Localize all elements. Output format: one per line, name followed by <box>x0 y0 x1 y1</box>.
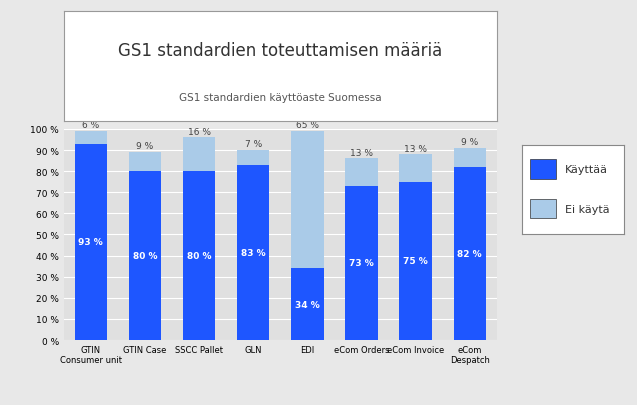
Bar <box>345 159 378 340</box>
Text: 83 %: 83 % <box>241 248 266 257</box>
Text: 13 %: 13 % <box>404 144 427 153</box>
Bar <box>75 144 107 340</box>
Text: 80 %: 80 % <box>132 252 157 260</box>
Bar <box>129 153 161 340</box>
Bar <box>183 138 215 340</box>
Text: 6 %: 6 % <box>82 121 99 130</box>
Bar <box>237 151 269 340</box>
Text: 82 %: 82 % <box>457 249 482 258</box>
Text: 16 %: 16 % <box>187 127 211 136</box>
Text: GS1 standardien käyttöaste Suomessa: GS1 standardien käyttöaste Suomessa <box>179 92 382 102</box>
Text: Käyttää: Käyttää <box>565 165 608 175</box>
Text: 80 %: 80 % <box>187 252 211 260</box>
Bar <box>454 149 486 340</box>
Text: Ei käytä: Ei käytä <box>565 204 610 214</box>
Text: 93 %: 93 % <box>78 238 103 247</box>
Text: 9 %: 9 % <box>136 142 154 151</box>
Text: 34 %: 34 % <box>295 300 320 309</box>
Bar <box>291 269 324 340</box>
Text: 13 %: 13 % <box>350 148 373 158</box>
Bar <box>237 165 269 340</box>
Text: 75 %: 75 % <box>403 257 428 266</box>
Bar <box>531 199 556 219</box>
Bar <box>454 168 486 340</box>
Bar <box>399 155 432 340</box>
Text: 9 %: 9 % <box>461 138 478 147</box>
Bar <box>531 160 556 180</box>
Bar <box>399 182 432 340</box>
Bar <box>183 172 215 340</box>
Text: 65 %: 65 % <box>296 121 319 130</box>
Text: 7 %: 7 % <box>245 140 262 149</box>
Bar <box>291 132 324 340</box>
Bar <box>345 186 378 340</box>
Text: 73 %: 73 % <box>349 259 374 268</box>
Bar <box>75 132 107 340</box>
Bar <box>129 172 161 340</box>
Text: GS1 standardien toteuttamisen määriä: GS1 standardien toteuttamisen määriä <box>118 41 443 60</box>
